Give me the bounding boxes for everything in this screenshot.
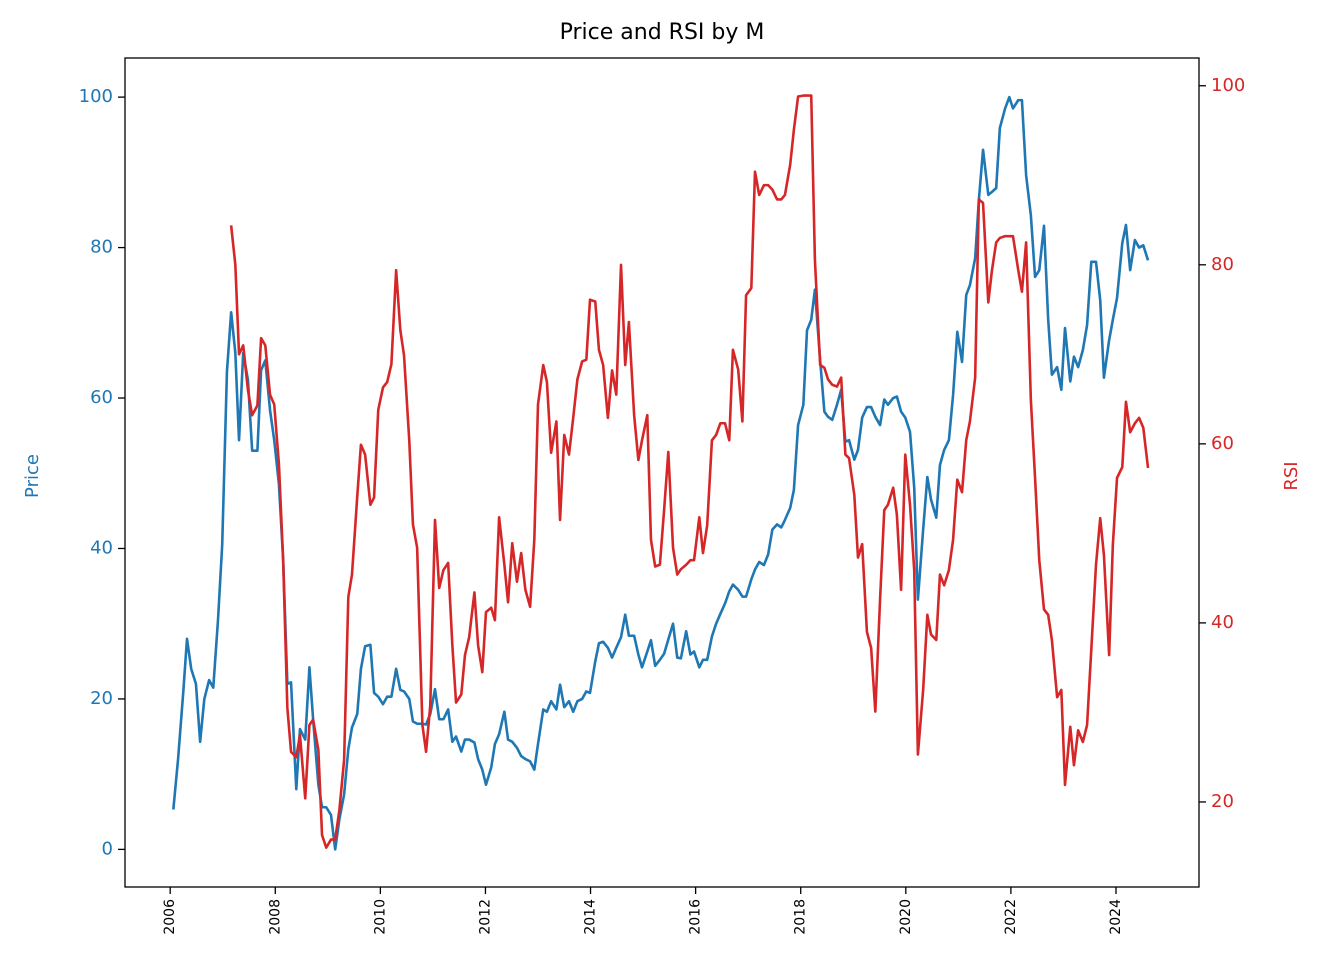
x-tick-label: 2018 — [793, 899, 809, 935]
x-tick-label: 2020 — [898, 899, 914, 935]
y-tick-label: 60 — [90, 387, 113, 408]
y-tick-label: 0 — [102, 838, 113, 859]
x-tick-label: 2008 — [267, 899, 283, 935]
y-tick-label: 40 — [90, 537, 113, 558]
y-axis-label: Price — [22, 454, 43, 498]
x-tick-label: 2006 — [162, 899, 178, 935]
y2-tick-label: 40 — [1211, 612, 1234, 633]
x-tick-label: 2014 — [583, 899, 599, 935]
x-tick-label: 2010 — [372, 899, 388, 935]
plot-frame — [124, 57, 1200, 888]
y2-tick-label: 100 — [1211, 75, 1245, 96]
y2-tick-label: 20 — [1211, 791, 1234, 812]
series-line — [229, 94, 1150, 849]
chart-title: Price and RSI by M — [560, 20, 765, 45]
x-tick-label: 2016 — [688, 899, 704, 935]
y2-tick-label: 60 — [1211, 433, 1234, 454]
x-tick-label: 2012 — [477, 899, 493, 935]
y-tick-label: 80 — [90, 237, 113, 258]
y-tick-label: 100 — [79, 86, 113, 107]
series-line — [172, 95, 1150, 851]
x-tick-label: 2022 — [1003, 899, 1019, 935]
x-tick-label: 2024 — [1108, 899, 1124, 935]
y2-axis-label: RSI — [1281, 461, 1302, 490]
y-tick-label: 20 — [90, 688, 113, 709]
y2-tick-label: 80 — [1211, 254, 1234, 275]
